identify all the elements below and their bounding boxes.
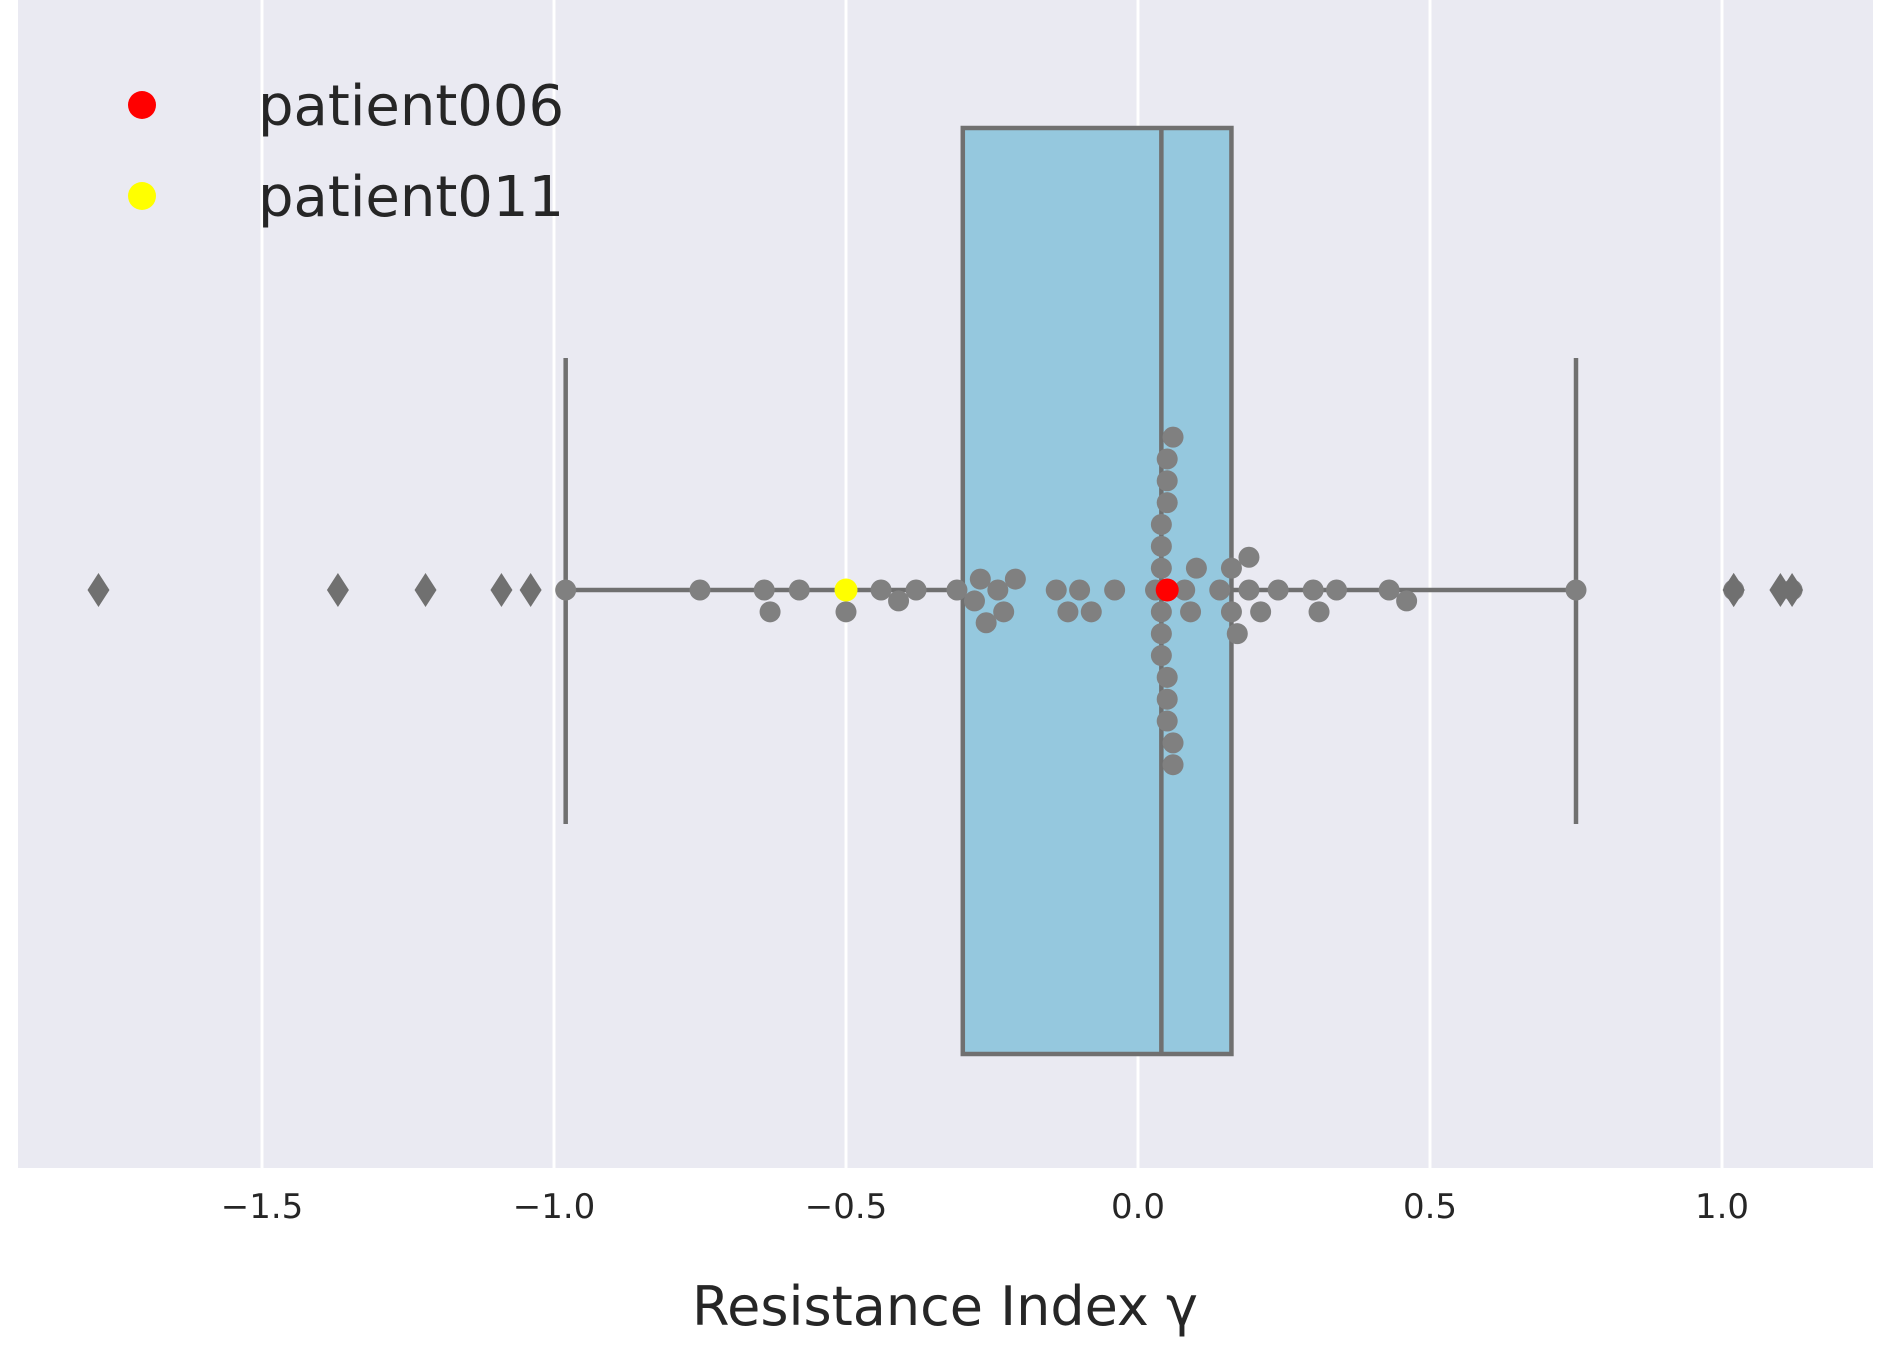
data-point: [1186, 558, 1207, 579]
data-point: [1268, 580, 1289, 601]
x-tick-label: 0.0: [1111, 1187, 1165, 1227]
legend-marker-patient011: [128, 182, 156, 210]
data-point: [1379, 580, 1400, 601]
data-point: [1238, 580, 1259, 601]
data-point: [946, 580, 967, 601]
legend-marker-patient006: [128, 91, 156, 119]
data-point: [1209, 580, 1230, 601]
x-tick-label: −0.5: [805, 1187, 888, 1227]
data-point: [987, 580, 1008, 601]
data-point: [1157, 448, 1178, 469]
x-tick-label: −1.0: [513, 1187, 596, 1227]
data-point: [1046, 580, 1067, 601]
data-point: [754, 580, 775, 601]
data-point: [1104, 580, 1125, 601]
data-point: [1157, 689, 1178, 710]
highlight-point-patient011: [835, 579, 858, 602]
x-tick-label: 0.5: [1403, 1187, 1457, 1227]
data-point: [1396, 590, 1417, 611]
data-point: [871, 580, 892, 601]
data-point: [1151, 536, 1172, 557]
data-point: [690, 580, 711, 601]
data-point: [1566, 580, 1587, 601]
data-point: [1163, 732, 1184, 753]
data-point: [970, 569, 991, 590]
data-point: [993, 601, 1014, 622]
data-point: [1163, 754, 1184, 775]
data-point: [1081, 601, 1102, 622]
highlight-point-patient006: [1156, 579, 1179, 602]
data-point: [964, 590, 985, 611]
x-axis-title: Resistance Index γ: [692, 1275, 1198, 1338]
data-point: [1151, 623, 1172, 644]
data-point: [1069, 580, 1090, 601]
data-point: [1221, 601, 1242, 622]
data-point: [1250, 601, 1271, 622]
data-point: [555, 580, 576, 601]
data-point: [1157, 470, 1178, 491]
data-point: [836, 601, 857, 622]
x-tick-label: 1.0: [1695, 1187, 1749, 1227]
data-point: [1151, 601, 1172, 622]
data-point: [1221, 558, 1242, 579]
data-point: [1005, 569, 1026, 590]
legend-label-patient011: patient011: [258, 165, 564, 230]
data-point: [1157, 667, 1178, 688]
data-point: [1238, 547, 1259, 568]
x-tick-label: −1.5: [221, 1187, 304, 1227]
data-point: [976, 612, 997, 633]
data-point: [1227, 623, 1248, 644]
data-point: [1303, 580, 1324, 601]
data-point: [1157, 711, 1178, 732]
legend-label-patient006: patient006: [258, 74, 564, 139]
data-point: [1326, 580, 1347, 601]
data-point: [1309, 601, 1330, 622]
data-point: [1151, 514, 1172, 535]
data-point: [888, 590, 909, 611]
data-point: [1157, 492, 1178, 513]
x-tick-labels: −1.5 −1.0 −0.5 0.0 0.5 1.0: [221, 1187, 1749, 1227]
data-point: [789, 580, 810, 601]
data-point: [760, 601, 781, 622]
data-point: [1057, 601, 1078, 622]
data-point: [906, 580, 927, 601]
data-point: [1151, 558, 1172, 579]
data-point: [1180, 601, 1201, 622]
data-point: [1151, 645, 1172, 666]
data-point: [1163, 427, 1184, 448]
